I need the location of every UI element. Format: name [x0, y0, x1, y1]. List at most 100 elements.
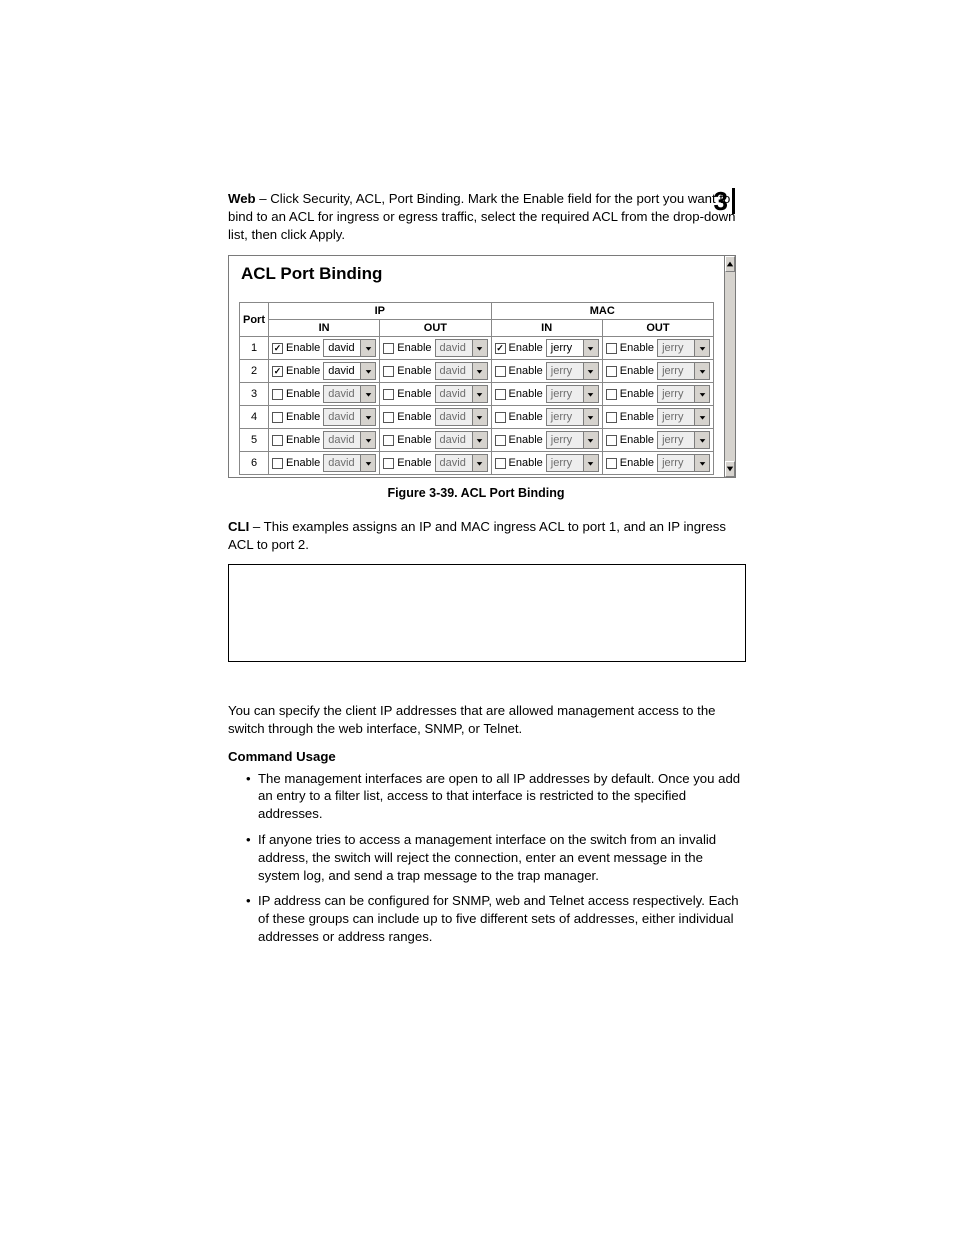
col-port: Port	[240, 303, 269, 337]
dropdown-value: jerry	[658, 434, 694, 446]
acl-dropdown[interactable]: jerry	[546, 408, 599, 426]
acl-dropdown[interactable]: david	[323, 454, 376, 472]
enable-checkbox[interactable]	[495, 412, 506, 423]
scroll-down-button[interactable]	[725, 461, 735, 477]
web-intro-text: – Click Security, ACL, Port Binding. Mar…	[228, 191, 736, 242]
dropdown-value: david	[436, 411, 472, 423]
enable-checkbox[interactable]	[606, 458, 617, 469]
chevron-down-icon	[694, 455, 709, 471]
enable-checkbox[interactable]	[272, 412, 283, 423]
enable-label: Enable	[509, 342, 543, 354]
chevron-down-icon	[472, 455, 487, 471]
col-mac: MAC	[491, 303, 714, 320]
enable-checkbox[interactable]	[383, 435, 394, 446]
enable-checkbox[interactable]	[495, 366, 506, 377]
acl-dropdown[interactable]: jerry	[657, 408, 710, 426]
enable-label: Enable	[286, 388, 320, 400]
chevron-down-icon	[583, 432, 598, 448]
enable-checkbox[interactable]	[606, 366, 617, 377]
acl-dropdown[interactable]: jerry	[546, 454, 599, 472]
chevron-down-icon	[694, 386, 709, 402]
acl-dropdown[interactable]: david	[323, 362, 376, 380]
acl-dropdown[interactable]: david	[435, 408, 488, 426]
acl-dropdown[interactable]: jerry	[657, 385, 710, 403]
chevron-down-icon	[472, 432, 487, 448]
scrollbar[interactable]	[725, 255, 736, 478]
acl-dropdown[interactable]: jerry	[657, 431, 710, 449]
enable-label: Enable	[397, 342, 431, 354]
enable-checkbox[interactable]	[606, 412, 617, 423]
chevron-down-icon	[583, 363, 598, 379]
enable-checkbox[interactable]	[383, 343, 394, 354]
enable-label: Enable	[509, 434, 543, 446]
acl-dropdown[interactable]: david	[435, 454, 488, 472]
acl-dropdown[interactable]: jerry	[657, 454, 710, 472]
acl-dropdown[interactable]: david	[323, 339, 376, 357]
acl-dropdown[interactable]: david	[435, 385, 488, 403]
enable-checkbox[interactable]	[383, 389, 394, 400]
table-row: 5 Enable david Enable david	[240, 429, 714, 452]
enable-label: Enable	[286, 457, 320, 469]
acl-dropdown[interactable]: david	[435, 431, 488, 449]
enable-checkbox[interactable]: ✓	[272, 366, 283, 377]
enable-checkbox[interactable]	[606, 389, 617, 400]
acl-dropdown[interactable]: jerry	[657, 362, 710, 380]
command-usage-heading: Command Usage	[228, 748, 744, 766]
enable-checkbox[interactable]	[383, 458, 394, 469]
dropdown-value: david	[324, 342, 360, 354]
enable-label: Enable	[397, 365, 431, 377]
dropdown-value: david	[324, 411, 360, 423]
enable-checkbox[interactable]	[383, 412, 394, 423]
chevron-down-icon	[583, 340, 598, 356]
acl-dropdown[interactable]: jerry	[546, 431, 599, 449]
chevron-down-icon	[360, 363, 375, 379]
cli-label: CLI	[228, 519, 249, 534]
enable-label: Enable	[620, 457, 654, 469]
enable-checkbox[interactable]	[495, 458, 506, 469]
acl-dropdown[interactable]: jerry	[546, 385, 599, 403]
dropdown-value: jerry	[547, 388, 583, 400]
list-item: IP address can be configured for SNMP, w…	[246, 892, 744, 945]
dropdown-value: david	[436, 342, 472, 354]
dropdown-value: jerry	[547, 457, 583, 469]
acl-table: Port IP MAC IN OUT IN OUT 1 ✓ Enable	[239, 302, 714, 475]
acl-dropdown[interactable]: david	[435, 339, 488, 357]
dropdown-value: jerry	[658, 342, 694, 354]
list-item: If anyone tries to access a management i…	[246, 831, 744, 884]
enable-label: Enable	[620, 365, 654, 377]
enable-label: Enable	[397, 388, 431, 400]
cli-example-box	[228, 564, 746, 662]
acl-dropdown[interactable]: jerry	[546, 339, 599, 357]
enable-checkbox[interactable]	[272, 389, 283, 400]
enable-checkbox[interactable]: ✓	[495, 343, 506, 354]
chevron-down-icon	[360, 455, 375, 471]
acl-dropdown[interactable]: jerry	[546, 362, 599, 380]
chevron-down-icon	[360, 340, 375, 356]
scroll-up-button[interactable]	[725, 256, 735, 272]
screenshot-title: ACL Port Binding	[241, 264, 714, 284]
enable-checkbox[interactable]	[272, 458, 283, 469]
dropdown-value: david	[436, 434, 472, 446]
enable-checkbox[interactable]	[606, 343, 617, 354]
port-cell: 2	[240, 360, 269, 383]
acl-dropdown[interactable]: jerry	[657, 339, 710, 357]
acl-dropdown[interactable]: david	[323, 408, 376, 426]
dropdown-value: david	[324, 365, 360, 377]
web-label: Web	[228, 191, 256, 206]
enable-checkbox[interactable]	[606, 435, 617, 446]
acl-dropdown[interactable]: david	[435, 362, 488, 380]
enable-label: Enable	[509, 388, 543, 400]
acl-dropdown[interactable]: david	[323, 385, 376, 403]
acl-screenshot: ACL Port Binding Port IP MAC IN OUT IN O…	[228, 255, 724, 478]
acl-dropdown[interactable]: david	[323, 431, 376, 449]
port-cell: 6	[240, 452, 269, 475]
enable-checkbox[interactable]	[495, 435, 506, 446]
col-ip-out: OUT	[380, 320, 491, 337]
enable-checkbox[interactable]	[383, 366, 394, 377]
enable-checkbox[interactable]	[272, 435, 283, 446]
chevron-down-icon	[472, 340, 487, 356]
enable-checkbox[interactable]: ✓	[272, 343, 283, 354]
chapter-number: 3	[714, 188, 735, 214]
enable-label: Enable	[397, 411, 431, 423]
enable-checkbox[interactable]	[495, 389, 506, 400]
